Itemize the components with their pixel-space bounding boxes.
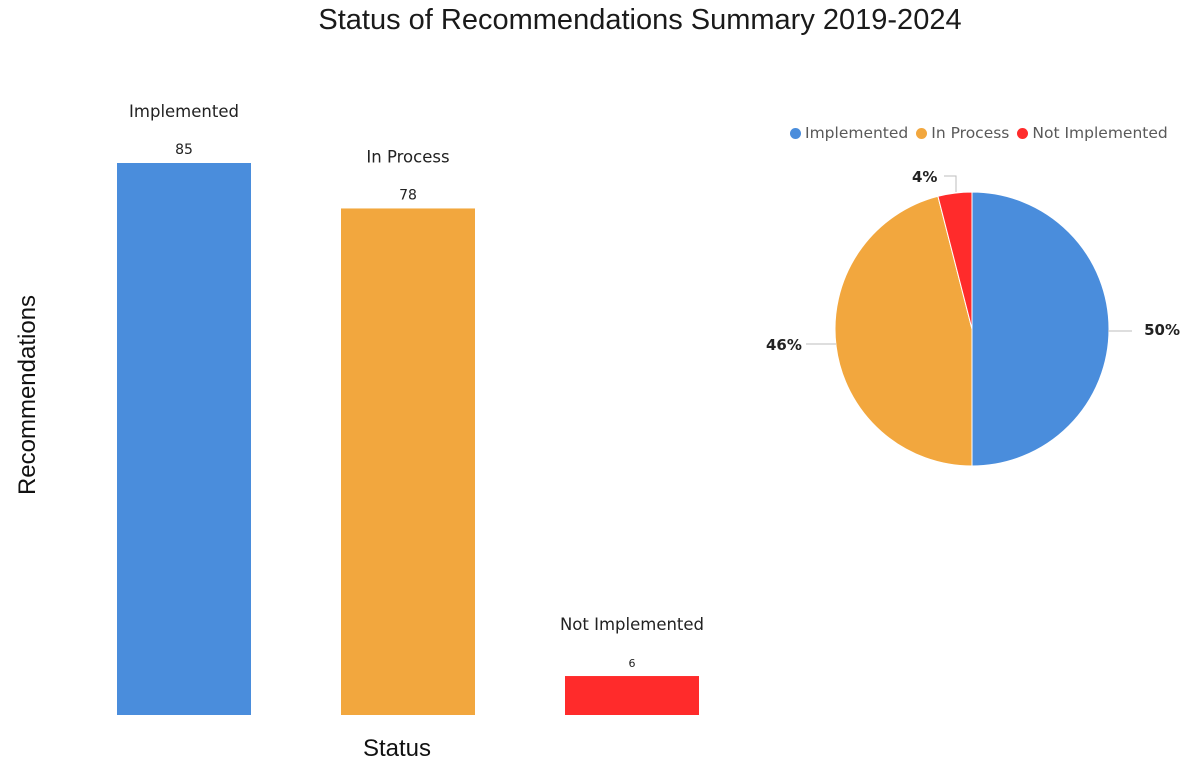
- x-axis-label: Status: [363, 735, 431, 762]
- pie-slice-implemented: [971, 191, 1110, 467]
- bar-value-label: 78: [399, 187, 417, 203]
- legend-label: Implemented: [805, 124, 909, 142]
- bar-not-implemented: [565, 676, 699, 715]
- pie-value-label: 4%: [912, 168, 937, 186]
- legend-marker: [1017, 127, 1029, 139]
- legend-marker: [916, 127, 928, 139]
- legend-label: Not Implemented: [1032, 124, 1168, 142]
- pie-slice-in-process: [834, 195, 973, 467]
- pie-value-label: 46%: [766, 336, 802, 354]
- pie-slice-not-implemented: [937, 191, 973, 330]
- bar-category-label: Not Implemented: [560, 615, 704, 634]
- chart-title: Status of Recommendations Summary 2019-2…: [318, 4, 962, 36]
- pie-leader-line: [944, 175, 957, 192]
- bar-implemented: [117, 163, 251, 715]
- legend-item: In Process: [916, 124, 1009, 142]
- legend-marker: [790, 127, 801, 139]
- bar-category-label: In Process: [366, 147, 449, 166]
- y-axis-label: Recommendations: [14, 295, 41, 495]
- bar-value-label: 85: [175, 142, 193, 158]
- legend-label: In Process: [931, 124, 1010, 142]
- pie-legend: Implemented In Process Not Implemented: [790, 124, 1176, 142]
- legend-item: Not Implemented: [1017, 124, 1168, 142]
- bar-value-label: 6: [629, 657, 636, 670]
- legend-item: Implemented: [790, 124, 908, 142]
- bar-category-label: Implemented: [129, 102, 239, 121]
- pie-value-label: 50%: [1144, 321, 1180, 339]
- bar-chart: 85 Implemented 78 In Process 6 Not Implemente…: [14, 102, 704, 762]
- bar-in-process: [341, 208, 475, 716]
